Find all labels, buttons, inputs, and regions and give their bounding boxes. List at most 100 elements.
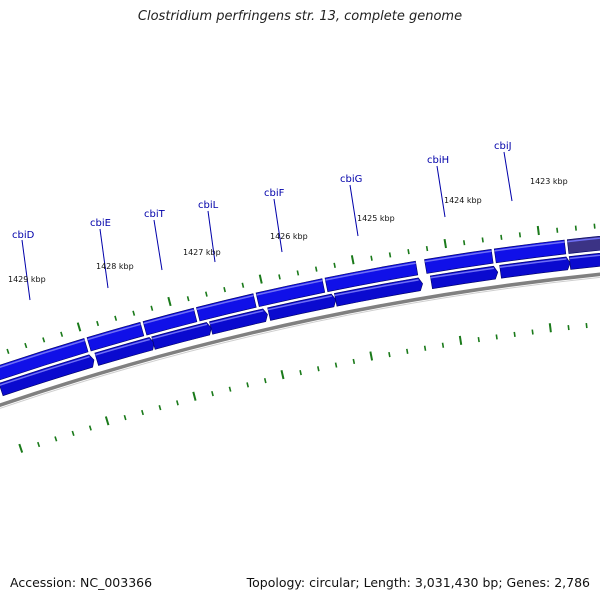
- gene-block-outer-highlight: [566, 235, 600, 254]
- outer-tick: [536, 225, 540, 236]
- outer-tick: [518, 232, 522, 238]
- outer-tick: [132, 310, 136, 316]
- accession-text: Accession: NC_003366: [10, 575, 153, 590]
- gene-block-outer-4-sheen: [256, 279, 323, 296]
- gene-block-inner-1-sheen: [95, 338, 150, 356]
- leader-line-0: [21, 239, 31, 301]
- inner-tick: [299, 370, 302, 376]
- inner-tick: [567, 325, 570, 331]
- inner-tick: [211, 391, 214, 397]
- gene-block-outer-0: [0, 338, 89, 381]
- inner-tick: [192, 391, 197, 401]
- inner-tick: [37, 441, 41, 448]
- inner-tick: [388, 352, 391, 358]
- gene-block-outer-1-sheen: [87, 323, 141, 341]
- gene-block-inner-3-sheen: [209, 310, 264, 325]
- outer-tick: [443, 238, 447, 249]
- outer-tick: [481, 237, 484, 243]
- inner-tick: [585, 322, 588, 329]
- gene-block-inner-6-sheen: [430, 267, 495, 279]
- inner-tick: [352, 358, 356, 365]
- gene-block-inner-0-sheen: [0, 355, 90, 386]
- outer-tick: [258, 274, 263, 284]
- outer-tick: [186, 296, 190, 302]
- outer-tick: [574, 225, 577, 231]
- gene-block-outer-1: [86, 321, 145, 352]
- gene-block-inner-2-sheen: [152, 323, 208, 340]
- gene-block-outer-5-sheen: [325, 262, 416, 281]
- gene-block-outer-7-sheen: [494, 241, 565, 252]
- inner-tick: [18, 443, 24, 453]
- gene-block-inner-6: [429, 265, 499, 290]
- backbone-highlight: [0, 276, 600, 409]
- genome-backbone: [0, 272, 600, 409]
- leader-line-2: [153, 219, 163, 271]
- gene-label-cbij: cbiJ: [494, 141, 512, 152]
- kbp-label-1425: 1425 kbp: [357, 214, 395, 223]
- kbp-label-1426: 1426 kbp: [270, 232, 308, 241]
- kbp-label-1423: 1423 kbp: [530, 177, 568, 186]
- inner-tick: [531, 329, 534, 335]
- gene-block-outer-7: [493, 239, 567, 264]
- leader-line-1: [99, 228, 109, 289]
- gene-block-inner-4: [267, 293, 337, 321]
- inner-tick: [88, 425, 92, 431]
- inner-tick: [176, 400, 179, 406]
- inner-tick: [441, 342, 445, 348]
- gene-block-inner-1: [94, 337, 155, 366]
- gene-label-cbih: cbiH: [427, 155, 449, 166]
- outer-tick: [296, 270, 300, 276]
- inner-tick: [123, 414, 127, 421]
- leader-line-6: [436, 165, 446, 218]
- gene-block-inner-7-sheen: [499, 258, 567, 269]
- inner-tick: [406, 348, 409, 354]
- gene-block-outer-6-sheen: [424, 250, 492, 263]
- inner-tick: [54, 436, 58, 442]
- gene-block-outer-2-sheen: [143, 309, 195, 325]
- gene-block-inner-5-sheen: [334, 279, 419, 297]
- outer-tick: [462, 240, 466, 246]
- gene-label-cbie: cbiE: [90, 218, 111, 229]
- inner-tick: [495, 334, 498, 340]
- leader-line-5: [349, 184, 359, 237]
- outer-tick: [500, 234, 503, 240]
- inner-tick: [513, 331, 516, 338]
- inner-tick: [104, 416, 110, 426]
- gene-label-cbif: cbiF: [264, 188, 285, 199]
- outer-tick: [350, 255, 355, 265]
- inner-tick: [477, 336, 480, 343]
- inner-tick: [71, 430, 75, 436]
- gene-block-outer-5: [324, 260, 419, 293]
- gene-block-outer-4: [255, 278, 326, 307]
- outer-tick: [150, 305, 154, 311]
- gene-block-inner-4-sheen: [267, 295, 332, 311]
- kbp-label-1424: 1424 kbp: [444, 196, 482, 205]
- gene-block-outer-3-sheen: [196, 294, 254, 311]
- gene-label-cbit: cbiT: [144, 209, 166, 220]
- backbone-line: [0, 272, 600, 408]
- gene-block-inner-5: [333, 277, 423, 307]
- outer-tick: [204, 291, 208, 297]
- outer-tick: [167, 296, 172, 307]
- outer-tick: [42, 337, 46, 343]
- genome-summary-text: Topology: circular; Length: 3,031,430 bp…: [246, 575, 590, 590]
- gene-label-cbid: cbiD: [12, 230, 35, 241]
- gene-block-outer-3: [196, 293, 257, 322]
- inner-tick: [263, 378, 267, 384]
- outer-tick: [96, 320, 100, 327]
- gene-block-inner-8-sheen: [569, 254, 600, 260]
- kbp-label-1427: 1427 kbp: [183, 248, 221, 257]
- outer-tick: [425, 245, 429, 252]
- outer-tick: [278, 274, 281, 280]
- outer-tick: [314, 266, 318, 272]
- leader-line-3: [207, 210, 216, 263]
- outer-tick: [223, 286, 226, 293]
- gene-block-outer-2: [142, 307, 198, 336]
- outer-tick: [24, 342, 28, 349]
- leader-line-4: [273, 198, 283, 253]
- inner-tick: [334, 362, 338, 368]
- kbp-label-1429: 1429 kbp: [8, 275, 46, 284]
- outer-tick: [556, 227, 559, 233]
- outer-tick-marks: [6, 223, 596, 354]
